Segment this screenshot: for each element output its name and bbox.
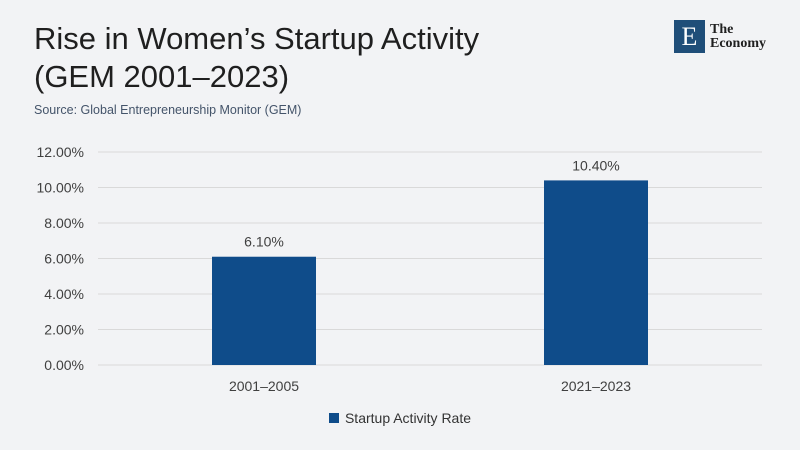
logo-mark: E	[674, 20, 705, 53]
chart-title: Rise in Women’s Startup Activity (GEM 20…	[34, 20, 594, 96]
y-tick-label: 4.00%	[44, 286, 84, 302]
the-economy-logo: E The Economy	[674, 20, 766, 53]
bar	[544, 180, 648, 365]
y-tick-label: 12.00%	[37, 144, 84, 160]
legend-swatch	[328, 413, 339, 423]
x-category-label: 2001–2005	[229, 378, 299, 394]
logo-text-line2: Economy	[710, 35, 766, 51]
chart-title-line1: Rise in Women’s Startup Activity	[34, 21, 480, 56]
chart-title-line2: (GEM 2001–2023)	[34, 59, 290, 94]
chart-source: Source: Global Entrepreneurship Monitor …	[34, 103, 302, 117]
y-tick-label: 10.00%	[37, 180, 84, 196]
y-tick-label: 0.00%	[44, 357, 84, 373]
logo-text: The Economy	[710, 21, 766, 51]
logo-text-line1: The	[710, 21, 734, 37]
y-tick-label: 6.00%	[44, 251, 84, 267]
data-label: 6.10%	[244, 234, 284, 250]
bar	[212, 256, 316, 365]
y-tick-label: 8.00%	[44, 215, 84, 231]
legend-label: Startup Activity Rate	[344, 410, 472, 426]
y-tick-label: 2.00%	[44, 322, 84, 338]
data-label: 10.40%	[572, 157, 619, 173]
x-category-label: 2021–2023	[561, 378, 631, 394]
legend: Startup Activity Rate	[0, 410, 800, 426]
